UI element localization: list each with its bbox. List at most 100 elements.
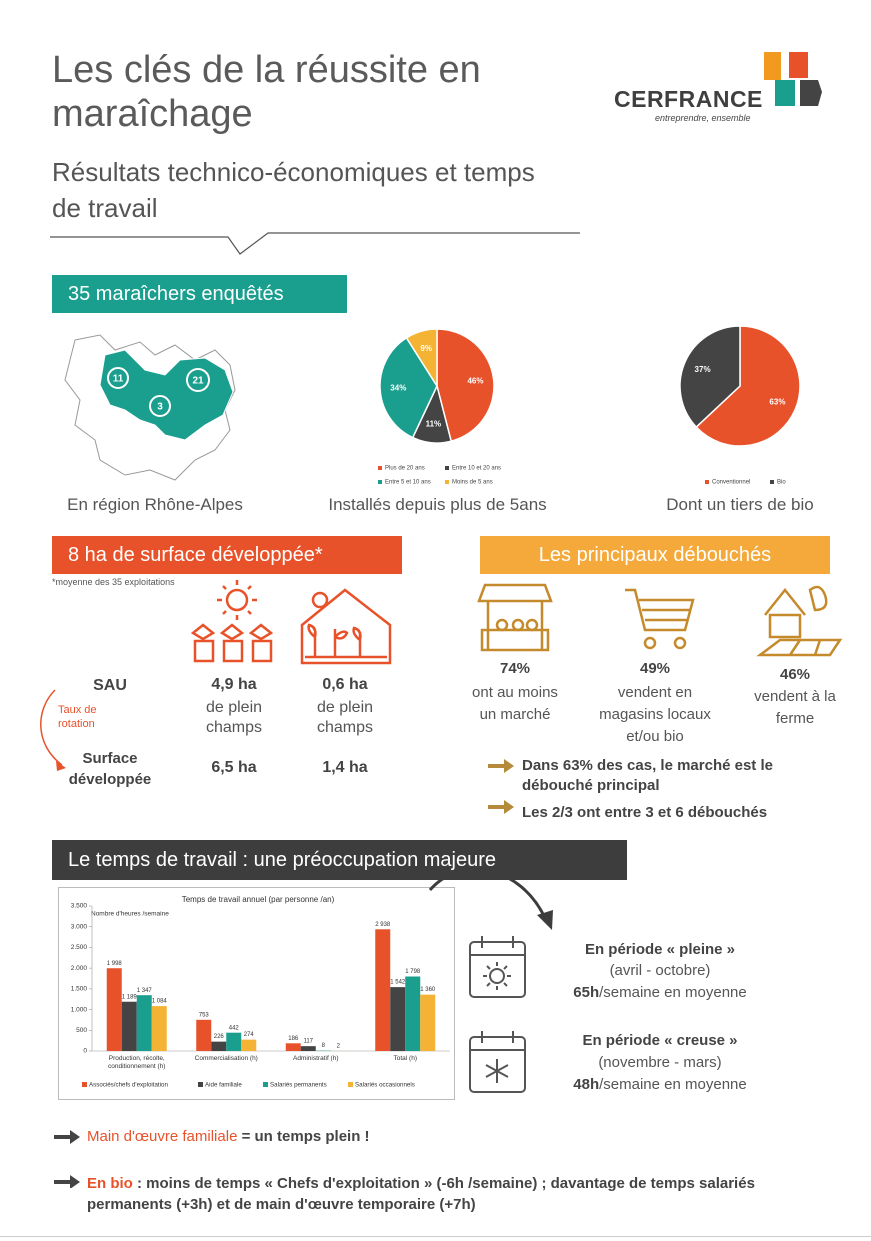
period-hours: 65h/semaine en moyenne bbox=[520, 984, 800, 1001]
logo-shape bbox=[800, 80, 822, 106]
field-icon bbox=[190, 580, 274, 663]
logo-shape bbox=[775, 80, 795, 106]
note-arrow bbox=[54, 1130, 80, 1144]
bar bbox=[285, 1043, 301, 1051]
map-caption: En région Rhône-Alpes bbox=[67, 495, 243, 514]
connector-arrow bbox=[428, 867, 547, 919]
note: Main d'œuvre familiale = un temps plein … bbox=[87, 1128, 827, 1145]
bullet-text: Les 2/3 ont entre 3 et 6 débouchés bbox=[522, 804, 768, 821]
pie-chart: 46% 11% 34% 9% Plus de 20 ans Entre 10 et 20 … bbox=[378, 328, 501, 486]
legend-swatch bbox=[378, 480, 382, 484]
bar-chart: Temps de travail annuel (par personne /a… bbox=[71, 895, 450, 1089]
y-tick-label: 2.500 bbox=[71, 944, 88, 951]
outlet-text: vendent à la ferme bbox=[754, 688, 836, 727]
bar-value-label: 8 bbox=[322, 1043, 326, 1049]
period-title: En période « creuse » bbox=[582, 1032, 738, 1049]
bar-value-label: 226 bbox=[214, 1034, 225, 1040]
note-arrows bbox=[54, 1130, 80, 1188]
slice-label: 46% bbox=[467, 376, 483, 385]
period-title: En période « pleine » bbox=[584, 941, 736, 958]
map-highlight bbox=[99, 349, 234, 441]
pie-slice bbox=[379, 336, 438, 439]
surface-type: de plein champs bbox=[205, 699, 263, 736]
section-title: Les principaux débouchés bbox=[480, 536, 830, 574]
surface-icons bbox=[40, 580, 392, 771]
legend-swatch bbox=[770, 480, 774, 484]
summer-calendar bbox=[469, 936, 526, 998]
bar bbox=[375, 929, 391, 1051]
legend-label: Conventionnel bbox=[712, 480, 750, 486]
pie-slice bbox=[695, 325, 801, 447]
farm-icon bbox=[756, 585, 843, 657]
developed-label: Surface développée bbox=[68, 750, 152, 788]
legend-swatch bbox=[348, 1082, 353, 1087]
bullet-arrow bbox=[488, 800, 514, 814]
map-marker bbox=[149, 395, 171, 417]
surface-type: de plein champs bbox=[316, 699, 374, 736]
pie-chart: 63% 37% Conventionnel Bio bbox=[679, 325, 801, 486]
pie-slice bbox=[679, 325, 741, 429]
legend-label: Salariés occasionnels bbox=[355, 1082, 415, 1089]
logo-shape bbox=[764, 52, 781, 80]
bar bbox=[300, 1046, 316, 1051]
legend-swatch bbox=[82, 1082, 87, 1087]
hours-unit: /semaine en moyenne bbox=[599, 1076, 747, 1093]
bar-value-label: 1 542 bbox=[390, 980, 406, 986]
bar bbox=[390, 987, 406, 1051]
map-label: 21 bbox=[192, 376, 204, 387]
note-text: : moins de temps « Chefs d'exploitation … bbox=[87, 1175, 755, 1213]
bar-value-label: 1 798 bbox=[405, 969, 421, 975]
bar-value-label: 117 bbox=[303, 1039, 313, 1045]
sau-value: 0,6 ha bbox=[322, 676, 368, 693]
bar bbox=[196, 1019, 212, 1051]
outlet-icons bbox=[477, 583, 843, 657]
hours-unit: /semaine en moyenne bbox=[599, 984, 747, 1001]
bullet-arrows bbox=[488, 759, 514, 814]
bar-value-label: 1 084 bbox=[152, 999, 168, 1005]
note-highlight: Main d'œuvre familiale bbox=[87, 1128, 238, 1145]
bar bbox=[121, 1001, 137, 1051]
slice-label: 9% bbox=[420, 344, 432, 353]
legend-swatch bbox=[705, 480, 709, 484]
x-tick-label: Commercialisation (h) bbox=[194, 1055, 258, 1062]
y-axis-label: Nombre d'heures /semaine bbox=[91, 911, 169, 918]
section-title: 8 ha de surface développée* bbox=[52, 536, 402, 574]
note: En bio : moins de temps « Chefs d'exploi… bbox=[87, 1173, 827, 1215]
rotation-label: Taux de rotation bbox=[58, 704, 97, 730]
y-tick-label: 3.000 bbox=[71, 923, 88, 930]
slice-label: 11% bbox=[426, 420, 442, 429]
bar-value-label: 186 bbox=[288, 1036, 299, 1042]
outlet-text: ont au moins un marché bbox=[472, 684, 558, 723]
outlet-value: 46% bbox=[779, 666, 811, 683]
bar bbox=[420, 994, 436, 1051]
period-months: (avril - octobre) bbox=[609, 962, 711, 979]
legend-label: Aide familiale bbox=[205, 1082, 242, 1089]
work-decor bbox=[428, 867, 553, 1093]
slice-label: 34% bbox=[390, 384, 406, 393]
bar-value-label: 274 bbox=[244, 1032, 255, 1038]
developed-value: 6,5 ha bbox=[211, 759, 257, 776]
legend-swatch bbox=[445, 480, 449, 484]
market-icon bbox=[477, 583, 553, 652]
legend-swatch bbox=[378, 466, 382, 470]
note-arrow bbox=[54, 1175, 80, 1188]
note: *moyenne des 35 exploitations bbox=[52, 577, 175, 587]
sau-value: 4,9 ha bbox=[211, 676, 257, 693]
bottom-rule bbox=[0, 1236, 871, 1237]
legend-label: Bio bbox=[777, 480, 786, 486]
y-tick-label: 3.500 bbox=[71, 903, 88, 910]
header-decor bbox=[50, 52, 822, 255]
bar bbox=[136, 995, 152, 1051]
bar bbox=[241, 1039, 257, 1051]
subtitle: Résultats technico-économiques et temps … bbox=[52, 157, 535, 223]
map-label: 11 bbox=[113, 374, 124, 385]
hours: 65h bbox=[573, 984, 600, 1001]
legend-swatch bbox=[198, 1082, 203, 1087]
y-tick-label: 1.000 bbox=[71, 1006, 88, 1013]
bar-value-label: 1 189 bbox=[122, 994, 138, 1000]
map-marker bbox=[186, 368, 210, 392]
x-tick-label: Total (h) bbox=[393, 1055, 417, 1062]
period-months: (novembre - mars) bbox=[598, 1054, 722, 1071]
cart-icon bbox=[625, 588, 695, 650]
